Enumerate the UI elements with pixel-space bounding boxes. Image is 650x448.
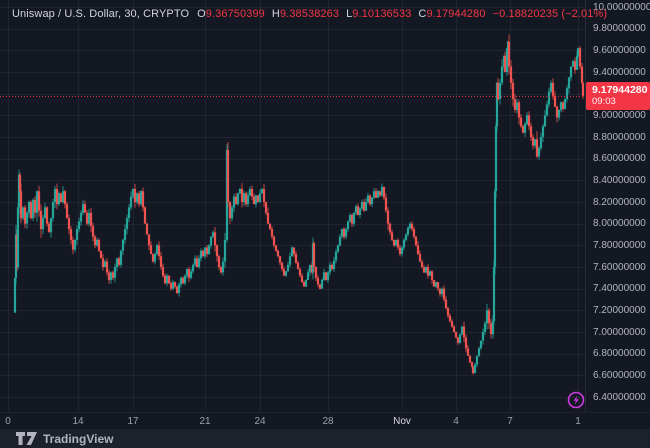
price-tick-label: 9.40000000 bbox=[593, 66, 646, 78]
price-tick-label: 8.00000000 bbox=[593, 218, 646, 230]
ohlc-open: O9.36750399 bbox=[197, 8, 265, 20]
time-tick-label: 21 bbox=[199, 416, 211, 427]
current-price-value: 9.17944280 bbox=[592, 84, 648, 96]
symbol-title[interactable]: Uniswap / U.S. Dollar, 30, CRYPTO bbox=[12, 8, 190, 20]
price-tick-label: 6.40000000 bbox=[593, 391, 646, 403]
time-axis[interactable]: 0 14 17 21 24 28 Nov 4 7 1 bbox=[0, 412, 650, 430]
price-tick-label: 8.80000000 bbox=[593, 131, 646, 143]
tradingview-logo[interactable]: TradingView bbox=[16, 432, 113, 446]
time-tick-label: 7 bbox=[507, 416, 513, 427]
tradingview-mark-icon bbox=[16, 432, 37, 445]
price-tick-label: 10.00000000 bbox=[593, 1, 650, 13]
price-tick-label: 9.80000000 bbox=[593, 23, 646, 35]
time-tick-label: 0 bbox=[5, 416, 11, 427]
price-tick-label: 6.80000000 bbox=[593, 348, 646, 360]
price-tick-label: 9.00000000 bbox=[593, 109, 646, 121]
time-tick-label: 28 bbox=[322, 416, 334, 427]
ohlc-high: H9.38538263 bbox=[271, 8, 340, 20]
time-tick-label: 24 bbox=[254, 416, 266, 427]
candlestick-chart[interactable] bbox=[0, 0, 585, 412]
price-tick-label: 8.40000000 bbox=[593, 174, 646, 186]
price-tick-label: 7.80000000 bbox=[593, 239, 646, 251]
price-tick-label: 9.60000000 bbox=[593, 44, 646, 56]
time-tick-label: 1 bbox=[575, 416, 581, 427]
price-tick-label: 7.40000000 bbox=[593, 283, 646, 295]
price-tick-label: 7.20000000 bbox=[593, 304, 646, 316]
current-price-label: 9.17944280 09:03 bbox=[586, 82, 650, 110]
boost-flash-button[interactable] bbox=[566, 390, 586, 410]
price-tick-label: 8.20000000 bbox=[593, 196, 646, 208]
ohlc-low: L9.10136533 bbox=[346, 8, 412, 20]
price-tick-label: 7.00000000 bbox=[593, 326, 646, 338]
price-tick-label: 8.60000000 bbox=[593, 153, 646, 165]
bar-countdown: 09:03 bbox=[592, 96, 616, 107]
chart-legend: Uniswap / U.S. Dollar, 30, CRYPTO O9.3675… bbox=[12, 8, 607, 20]
lightning-bolt-icon bbox=[566, 391, 586, 413]
price-axis[interactable]: 10.00000000 9.80000000 9.60000000 9.4000000… bbox=[585, 0, 650, 429]
change-value: −0.18820235 (−2.01%) bbox=[492, 8, 608, 20]
time-tick-label: 14 bbox=[72, 416, 84, 427]
price-tick-label: 7.60000000 bbox=[593, 261, 646, 273]
footer: TradingView bbox=[0, 429, 650, 448]
ohlc-close: C9.17944280 bbox=[418, 8, 486, 20]
time-tick-label: 4 bbox=[453, 416, 459, 427]
price-tick-label: 6.60000000 bbox=[593, 369, 646, 381]
time-tick-label: Nov bbox=[393, 416, 411, 427]
time-tick-label: 17 bbox=[127, 416, 139, 427]
tradingview-brand-text: TradingView bbox=[43, 431, 114, 446]
